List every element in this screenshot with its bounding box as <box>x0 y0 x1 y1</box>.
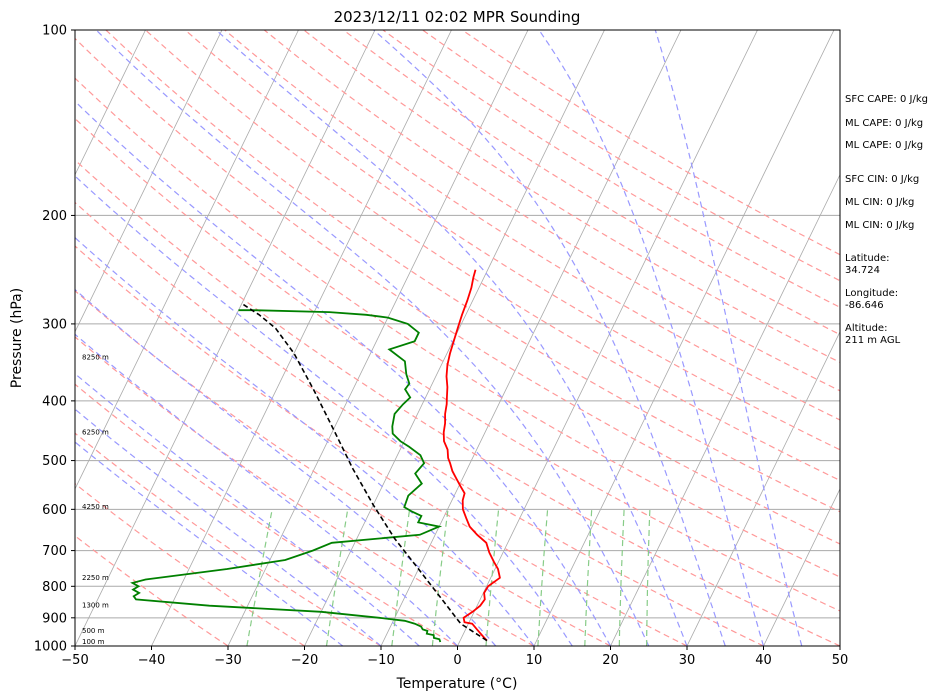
x-tick-label: −10 <box>367 653 394 668</box>
x-tick-label: 50 <box>832 653 849 668</box>
y-tick-label: 300 <box>42 317 67 332</box>
y-tick-label: 800 <box>42 580 67 595</box>
mixing-ratio-line <box>391 509 411 646</box>
x-tick-label: 0 <box>453 653 461 668</box>
moist-adiabat <box>538 30 765 646</box>
isotherm-line <box>763 488 840 646</box>
side-panel-text: Longitude: <box>845 288 898 299</box>
dry-adiabat <box>224 30 840 421</box>
dry-adiabat <box>105 30 840 513</box>
data-lines <box>130 269 501 643</box>
side-panel-text: SFC CIN: 0 J/kg <box>845 174 919 185</box>
dry-adiabat <box>75 77 840 578</box>
y-tick-label: 500 <box>42 454 67 469</box>
dry-adiabat <box>422 30 840 282</box>
y-tick-label: 400 <box>42 394 67 409</box>
dry-adiabat <box>75 159 840 646</box>
side-panel-text: ML CAPE: 0 J/kg <box>845 140 923 151</box>
height-label: 6250 m <box>82 428 109 436</box>
side-panel-text: ML CIN: 0 J/kg <box>845 197 914 208</box>
isotherm-line <box>75 30 223 333</box>
side-panel-text: SFC CAPE: 0 J/kg <box>845 94 928 105</box>
plot-frame <box>74 29 841 647</box>
dry-adiabat <box>75 432 382 646</box>
dry-adiabat <box>184 30 840 451</box>
isotherm-line <box>457 30 758 646</box>
dry-adiabat <box>75 117 840 612</box>
mixing-ratio-line <box>431 509 449 646</box>
isotherm-line <box>686 330 840 646</box>
moist-adiabat <box>75 175 573 646</box>
axis-ticks: −50 −40 −30 −20 −10 0 10 20 30 40 50 100 200 300 400 50… <box>34 24 848 669</box>
dry-adiabat <box>343 30 840 336</box>
series-line <box>241 302 488 642</box>
side-panel-text: -86.646 <box>845 300 884 311</box>
x-tick-label: 30 <box>679 653 696 668</box>
moist-adiabat <box>75 333 458 646</box>
x-tick-label: 10 <box>526 653 543 668</box>
moist-adiabat <box>95 30 650 646</box>
dry-adiabat <box>75 37 840 545</box>
side-panel-text: ML CIN: 0 J/kg <box>845 220 914 231</box>
moist-adiabat <box>75 100 612 646</box>
side-panel-text: Altitude: <box>845 323 887 334</box>
dry-adiabat <box>75 383 458 646</box>
side-panel: SFC CAPE: 0 J/kg ML CAPE: 0 J/kg ML CAPE: … <box>845 94 928 346</box>
height-label: 500 m <box>82 627 105 635</box>
mixing-ratio-line <box>325 509 349 646</box>
series-line <box>130 309 443 643</box>
x-tick-label: −30 <box>214 653 241 668</box>
mixing-ratio-line <box>246 509 273 646</box>
moist-adiabat <box>75 288 497 646</box>
moist-adiabat <box>654 30 803 646</box>
height-label: 2250 m <box>82 574 109 582</box>
isotherm-line <box>227 30 529 646</box>
dry-adiabat <box>75 245 688 646</box>
y-tick-label: 900 <box>42 611 67 626</box>
dry-adiabat <box>145 30 840 482</box>
side-panel-text: 34.724 <box>845 265 880 276</box>
side-panel-text: Latitude: <box>845 253 890 264</box>
x-tick-label: −20 <box>291 653 318 668</box>
dry-adiabat <box>303 30 840 364</box>
moist-adiabat <box>75 236 535 646</box>
y-tick-label: 700 <box>42 544 67 559</box>
moist-adiabat <box>75 408 382 646</box>
y-tick-label: 100 <box>42 24 67 39</box>
moist-adiabat <box>373 30 726 646</box>
height-label: 100 m <box>82 638 105 646</box>
x-tick-label: −40 <box>138 653 165 668</box>
y-tick-label: 600 <box>42 503 67 518</box>
isotherm-line <box>75 30 299 490</box>
x-axis-label: Temperature (°C) <box>396 676 518 692</box>
isotherm-line <box>151 30 452 646</box>
x-tick-label: −50 <box>61 653 88 668</box>
height-label: 1300 m <box>82 602 109 610</box>
mixing-ratio-line <box>618 509 625 646</box>
side-panel-text: 211 m AGL <box>845 335 901 346</box>
side-panel-text: ML CAPE: 0 J/kg <box>845 118 923 129</box>
y-tick-label: 1000 <box>34 640 67 655</box>
height-label: 4250 m <box>82 503 109 511</box>
y-axis-label: Pressure (hPa) <box>9 288 25 388</box>
series-line <box>442 269 501 642</box>
isotherm-line <box>75 30 146 176</box>
x-tick-label: 20 <box>602 653 619 668</box>
isotherm-line <box>75 30 376 646</box>
isotherm-line <box>380 30 682 646</box>
isotherm-line <box>610 173 840 646</box>
moist-adiabat <box>75 441 344 646</box>
background-lines <box>75 30 840 646</box>
moist-adiabat <box>215 30 688 646</box>
chart-title: 2023/12/11 02:02 MPR Sounding <box>334 8 581 26</box>
mixing-ratio-line <box>646 509 651 646</box>
height-labels: 100 m 500 m 1300 m 2250 m 4250 m 6250 m 8250 m <box>82 353 109 646</box>
dry-adiabat <box>75 290 611 646</box>
x-tick-label: 40 <box>755 653 772 668</box>
isotherm-line <box>533 30 835 646</box>
height-label: 8250 m <box>82 353 109 361</box>
y-tick-label: 200 <box>42 209 67 224</box>
